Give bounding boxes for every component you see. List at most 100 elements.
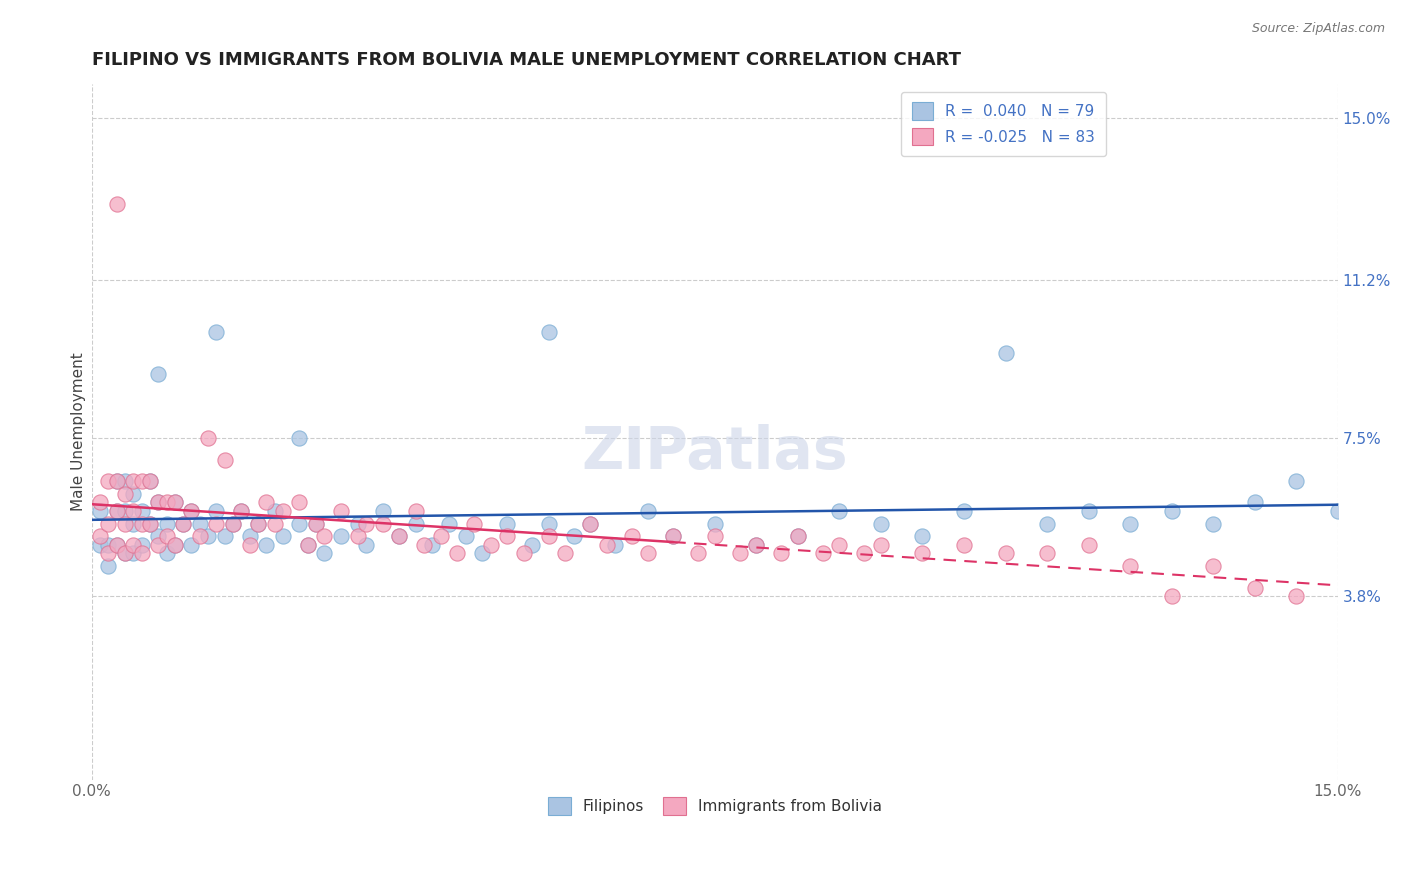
Point (139, 474, 162, 488)
Point (205, 504, 228, 518)
Point (994, 546, 1017, 560)
Point (354, 538, 377, 552)
Point (429, 529, 451, 543)
Point (239, 529, 262, 543)
Point (139, 474, 162, 488)
Point (405, 504, 427, 518)
Point (105, 538, 128, 552)
Point (728, 546, 751, 560)
Point (354, 516, 377, 531)
Point (105, 504, 128, 518)
Point (1036, 546, 1059, 560)
Point (422, 538, 444, 552)
Point (330, 504, 353, 518)
Point (180, 538, 202, 552)
Y-axis label: Male Unemployment: Male Unemployment (72, 352, 86, 511)
Point (305, 516, 328, 531)
Point (231, 504, 253, 518)
Point (703, 516, 725, 531)
Point (97, 546, 120, 560)
Point (148, 495, 170, 509)
Point (239, 538, 262, 552)
Point (853, 546, 876, 560)
Point (870, 516, 893, 531)
Point (346, 516, 368, 531)
Text: ZIPatlas: ZIPatlas (582, 425, 848, 481)
Point (305, 516, 328, 531)
Point (288, 431, 311, 445)
Point (562, 529, 585, 543)
Point (537, 325, 560, 339)
Legend: Filipinos, Immigrants from Bolivia: Filipinos, Immigrants from Bolivia (538, 789, 891, 824)
Point (463, 516, 485, 531)
Point (122, 538, 145, 552)
Point (405, 516, 427, 531)
Point (1119, 559, 1142, 574)
Point (97, 559, 120, 574)
Point (786, 529, 808, 543)
Point (105, 474, 128, 488)
Point (188, 516, 211, 531)
Point (346, 529, 368, 543)
Point (1202, 516, 1225, 531)
Point (496, 516, 519, 531)
Point (994, 346, 1017, 360)
Point (246, 516, 269, 531)
Point (953, 538, 976, 552)
Point (131, 474, 153, 488)
Point (314, 529, 336, 543)
Point (180, 504, 202, 518)
Point (579, 516, 602, 531)
Point (222, 516, 245, 531)
Point (114, 516, 136, 531)
Point (172, 516, 194, 531)
Point (131, 504, 153, 518)
Point (1243, 581, 1265, 595)
Point (911, 529, 934, 543)
Point (89, 495, 111, 509)
Point (122, 474, 145, 488)
Point (97, 516, 120, 531)
Point (1077, 504, 1099, 518)
Point (214, 452, 236, 467)
Point (105, 538, 128, 552)
Point (205, 325, 228, 339)
Point (155, 495, 177, 509)
Point (811, 546, 834, 560)
Point (155, 516, 177, 531)
Point (330, 529, 353, 543)
Point (271, 504, 294, 518)
Point (603, 538, 626, 552)
Point (870, 538, 893, 552)
Point (297, 538, 319, 552)
Point (139, 516, 162, 531)
Point (89, 538, 111, 552)
Point (139, 516, 162, 531)
Point (662, 529, 685, 543)
Point (911, 546, 934, 560)
Point (437, 516, 460, 531)
Point (479, 538, 502, 552)
Point (446, 546, 468, 560)
Point (254, 538, 277, 552)
Point (122, 546, 145, 560)
Point (454, 529, 477, 543)
Point (155, 529, 177, 543)
Point (246, 516, 269, 531)
Point (205, 516, 228, 531)
Point (114, 474, 136, 488)
Point (97, 474, 120, 488)
Point (180, 504, 202, 518)
Point (371, 516, 394, 531)
Point (1160, 504, 1182, 518)
Point (1285, 474, 1308, 488)
Point (148, 538, 170, 552)
Point (105, 504, 128, 518)
Point (828, 504, 851, 518)
Point (163, 495, 186, 509)
Point (131, 516, 153, 531)
Point (828, 538, 851, 552)
Point (579, 516, 602, 531)
Point (388, 529, 411, 543)
Point (786, 529, 808, 543)
